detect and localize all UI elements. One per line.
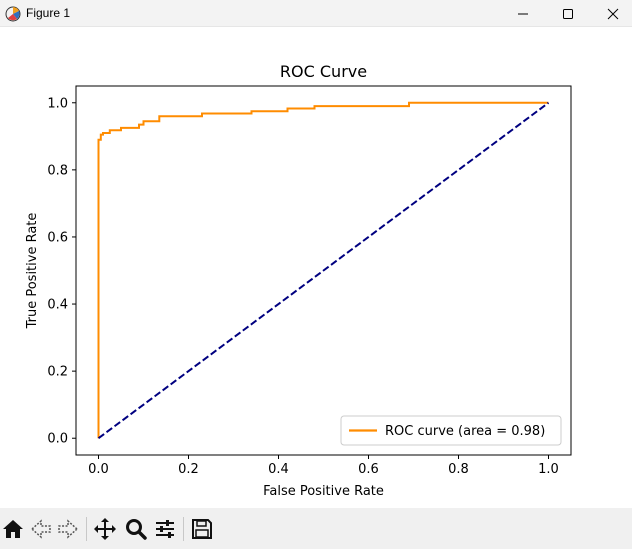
sliders-icon — [156, 520, 174, 538]
y-tick-label: 0.0 — [47, 432, 68, 447]
toolbar-separator — [183, 517, 184, 541]
x-tick-label: 0.4 — [268, 462, 289, 477]
chart-title: ROC Curve — [280, 62, 367, 81]
save-button[interactable] — [189, 516, 215, 542]
arrow-left-icon — [30, 519, 51, 539]
magnifier-icon — [126, 519, 147, 540]
toolbar-separator — [86, 517, 87, 541]
close-button[interactable] — [590, 0, 632, 27]
maximize-button[interactable] — [545, 0, 591, 27]
minimize-icon — [518, 13, 528, 14]
x-tick-label: 0.0 — [88, 462, 109, 477]
figure-canvas[interactable]: ROC Curve 0.0 0.2 0.4 0.6 0.8 1.0 0.0 0.2 0.4 0.6 0… — [0, 28, 632, 508]
back-button[interactable] — [28, 516, 54, 542]
home-button[interactable] — [0, 516, 26, 542]
home-icon — [3, 520, 23, 538]
roc-chart: ROC Curve 0.0 0.2 0.4 0.6 0.8 1.0 0.0 0.2 0.4 0.6 0… — [25, 62, 572, 499]
diagonal-reference-line — [97, 101, 550, 440]
y-tick-label: 0.2 — [47, 365, 68, 380]
move-icon — [94, 518, 116, 540]
x-tick-label: 0.2 — [178, 462, 199, 477]
zoom-button[interactable] — [123, 516, 149, 542]
arrow-right-icon — [58, 519, 79, 539]
navigation-toolbar — [0, 508, 632, 549]
y-tick-label: 0.6 — [47, 230, 68, 245]
close-icon — [607, 8, 619, 19]
forward-button[interactable] — [55, 516, 81, 542]
minimize-button[interactable] — [500, 0, 546, 27]
legend-box — [340, 415, 562, 446]
x-tick-label: 1.0 — [538, 462, 559, 477]
y-tick-label: 1.0 — [47, 96, 68, 111]
x-tick-label: 0.6 — [358, 462, 379, 477]
window-title: Figure 1 — [26, 6, 71, 20]
floppy-disk-icon — [192, 519, 212, 539]
y-axis-label: True Positive Rate — [25, 213, 40, 330]
legend-entry: ROC curve (area = 0.98) — [385, 424, 545, 439]
pan-button[interactable] — [92, 516, 118, 542]
configure-subplots-button[interactable] — [152, 516, 178, 542]
y-tick-label: 0.4 — [47, 298, 68, 313]
plot-frame — [75, 85, 572, 456]
x-axis-label: False Positive Rate — [263, 484, 384, 499]
matplotlib-figure-icon — [5, 6, 21, 22]
maximize-icon — [563, 8, 573, 19]
roc-curve-line — [97, 101, 549, 439]
x-tick-label: 0.8 — [448, 462, 469, 477]
y-tick-label: 0.8 — [47, 163, 68, 178]
window-titlebar: Figure 1 — [0, 0, 632, 27]
